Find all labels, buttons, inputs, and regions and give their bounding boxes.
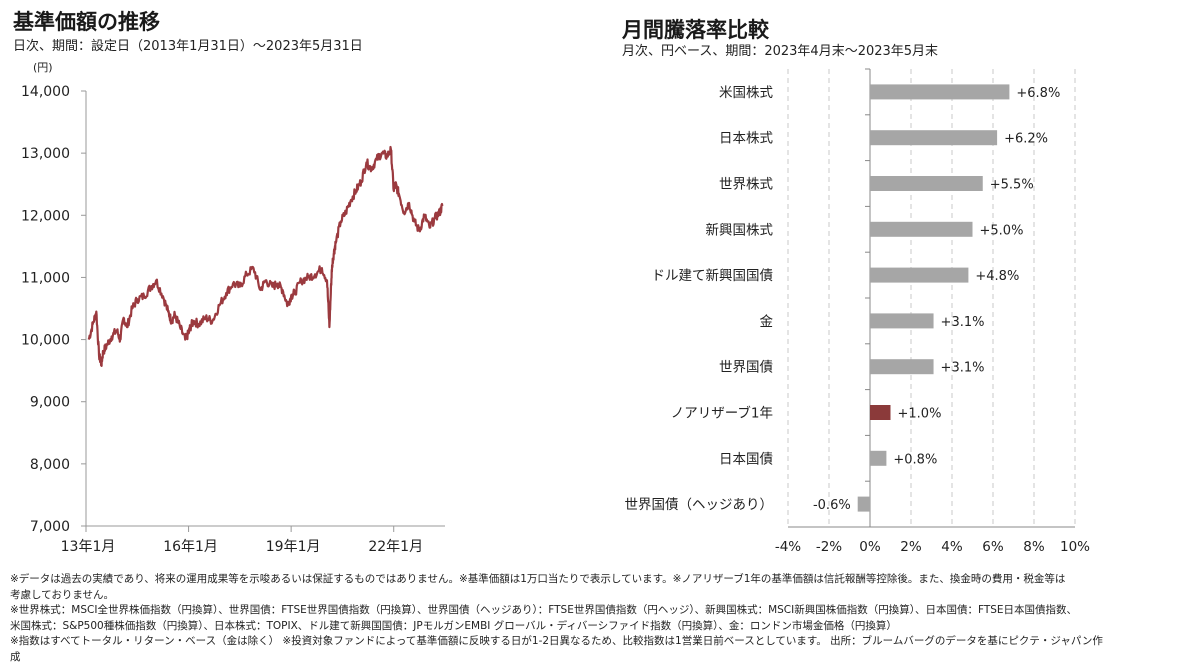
- category-label: 金: [760, 314, 774, 330]
- category-label: 新興国株式: [706, 222, 774, 238]
- nav-line-chart: (円) 7,000 8,000 9,000 10,000 11,000 12,000 13,0…: [0, 55, 460, 565]
- x-tick-label: -2%: [816, 539, 842, 555]
- footnote-line: 米国株式：S&P500種株価指数（円換算）、日本株式：TOPIX、ドル建て新興国…: [10, 619, 1192, 635]
- category-label: 日本株式: [719, 131, 773, 147]
- bar: [870, 222, 973, 237]
- x-tick-label: 22年1月: [368, 539, 423, 555]
- x-tick-label: 6%: [982, 539, 1004, 555]
- category-label: ドル建て新興国国債: [652, 268, 774, 284]
- bar: [870, 130, 997, 145]
- bar-value-label: +4.8%: [975, 269, 1019, 284]
- bar-value-label: -0.6%: [813, 498, 851, 513]
- x-tick-label: 10%: [1060, 539, 1090, 555]
- left-chart-subtitle: 日次、期間：設定日（2013年1月31日）～2023年5月31日: [13, 35, 363, 54]
- footnotes: ※データは過去の実績であり、将来の運用成果等を示唆あるいは保証するものではありま…: [10, 572, 1192, 665]
- bar-value-label: +5.5%: [990, 178, 1034, 193]
- bar: [858, 497, 870, 512]
- bar-value-label: +0.8%: [893, 452, 937, 467]
- bar: [870, 84, 1009, 99]
- y-axis-unit: (円): [33, 61, 53, 74]
- bar-value-label: +3.1%: [941, 361, 985, 376]
- y-tick-label: 9,000: [30, 395, 70, 411]
- y-tick-label: 12,000: [21, 208, 70, 224]
- category-label: 世界国債（ヘッジあり）: [625, 497, 774, 513]
- y-tick-label: 14,000: [21, 84, 70, 100]
- category-label: 日本国債: [719, 451, 773, 467]
- return-bar-chart: 米国株式日本株式世界株式新興国株式ドル建て新興国国債金世界国債ノアリザーブ1年日…: [600, 55, 1100, 565]
- bar: [870, 268, 968, 283]
- category-label: 米国株式: [719, 85, 773, 101]
- nav-series-line: [89, 147, 443, 366]
- bar-value-label: +3.1%: [941, 315, 985, 330]
- bar-value-label: +6.8%: [1016, 86, 1060, 101]
- x-tick-label: 13年1月: [61, 539, 116, 555]
- x-tick-label: 19年1月: [266, 539, 321, 555]
- footnote-line: ※指数はすべてトータル・リターン・ベース（金は除く） ※投資対象ファンドによって…: [10, 634, 1192, 650]
- x-tick-label: 2%: [900, 539, 922, 555]
- y-tick-label: 8,000: [30, 457, 70, 473]
- y-tick-label: 11,000: [21, 270, 70, 286]
- category-label: ノアリザーブ1年: [671, 405, 773, 422]
- y-tick-label: 7,000: [30, 519, 70, 535]
- bar-value-label: +5.0%: [980, 223, 1024, 238]
- bar: [870, 313, 934, 328]
- x-tick-label: 8%: [1023, 539, 1045, 555]
- category-label: 世界株式: [719, 177, 773, 193]
- bar: [870, 176, 983, 191]
- left-chart-title: 基準価額の推移: [13, 6, 160, 36]
- footnote-line: 考慮しておりません。: [10, 588, 1192, 604]
- bar: [870, 359, 934, 374]
- bar-value-label: +1.0%: [898, 407, 942, 422]
- footnote-line: ※世界株式：MSCI全世界株価指数（円換算）、世界国債：FTSE世界国債指数（円…: [10, 603, 1192, 619]
- bar: [870, 451, 886, 466]
- y-tick-label: 13,000: [21, 146, 70, 162]
- x-tick-label: 16年1月: [163, 539, 218, 555]
- x-tick-label: 4%: [941, 539, 963, 555]
- category-label: 世界国債: [719, 360, 773, 376]
- y-tick-label: 10,000: [21, 333, 70, 349]
- x-tick-label: 0%: [859, 539, 881, 555]
- footnote-line: ※データは過去の実績であり、将来の運用成果等を示唆あるいは保証するものではありま…: [10, 572, 1192, 588]
- x-tick-label: -4%: [775, 539, 801, 555]
- bar: [870, 405, 891, 420]
- bar-value-label: +6.2%: [1004, 132, 1048, 147]
